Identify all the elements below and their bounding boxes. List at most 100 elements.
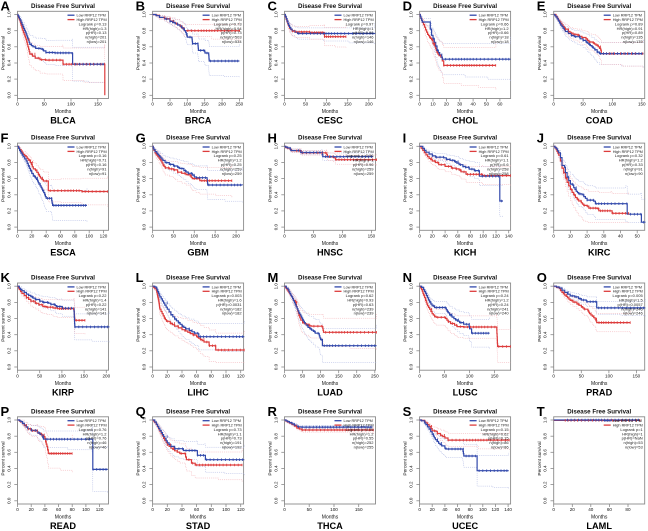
svg-text:Low RRP12 TPM: Low RRP12 TPM bbox=[613, 419, 642, 423]
svg-text:0.8: 0.8 bbox=[142, 299, 147, 306]
svg-text:Logrank p=0.73: Logrank p=0.73 bbox=[214, 427, 243, 432]
svg-text:p(HR)=0.55: p(HR)=0.55 bbox=[353, 436, 375, 441]
svg-text:Disease Free Survival: Disease Free Survival bbox=[298, 3, 362, 10]
svg-text:150: 150 bbox=[344, 102, 352, 107]
svg-text:CHOL: CHOL bbox=[452, 116, 478, 126]
svg-text:J: J bbox=[537, 130, 544, 145]
svg-text:Disease Free Survival: Disease Free Survival bbox=[298, 275, 362, 282]
svg-text:n(low)=86: n(low)=86 bbox=[491, 445, 509, 450]
svg-text:60: 60 bbox=[497, 102, 503, 107]
svg-text:High RRP12 TPM: High RRP12 TPM bbox=[212, 150, 242, 154]
svg-text:n(high)=86: n(high)=86 bbox=[489, 440, 509, 445]
svg-text:0: 0 bbox=[552, 507, 555, 512]
svg-text:0.4: 0.4 bbox=[142, 331, 147, 338]
svg-text:140: 140 bbox=[505, 234, 513, 239]
svg-text:HR(high)=1.2: HR(high)=1.2 bbox=[485, 26, 510, 31]
svg-text:Low RRP12 TPM: Low RRP12 TPM bbox=[77, 14, 106, 18]
svg-text:Logrank p=0.89: Logrank p=0.89 bbox=[615, 21, 644, 26]
svg-text:0.8: 0.8 bbox=[7, 433, 12, 440]
svg-text:Logrank p=0.55: Logrank p=0.55 bbox=[346, 427, 375, 432]
svg-text:0.2: 0.2 bbox=[7, 481, 12, 488]
svg-text:50: 50 bbox=[581, 102, 587, 107]
svg-text:1.0: 1.0 bbox=[142, 416, 147, 423]
svg-text:High RRP12 TPM: High RRP12 TPM bbox=[212, 290, 242, 294]
svg-text:0: 0 bbox=[283, 373, 286, 378]
svg-text:20: 20 bbox=[165, 373, 171, 378]
svg-text:0: 0 bbox=[16, 507, 19, 512]
svg-text:Logrank p=0.61: Logrank p=0.61 bbox=[481, 153, 510, 158]
svg-text:N: N bbox=[403, 270, 412, 285]
svg-text:40: 40 bbox=[179, 373, 185, 378]
svg-text:250: 250 bbox=[236, 102, 244, 107]
svg-text:20: 20 bbox=[585, 234, 591, 239]
svg-text:HR(high)=0.93: HR(high)=0.93 bbox=[347, 298, 374, 303]
svg-text:HR(high)=1.4: HR(high)=1.4 bbox=[83, 298, 108, 303]
svg-text:0.2: 0.2 bbox=[7, 75, 12, 82]
svg-text:0.6: 0.6 bbox=[274, 315, 279, 322]
svg-text:High RRP12 TPM: High RRP12 TPM bbox=[479, 18, 509, 22]
svg-text:Disease Free Survival: Disease Free Survival bbox=[166, 275, 230, 282]
svg-text:High RRP12 TPM: High RRP12 TPM bbox=[77, 150, 107, 154]
svg-text:Logrank p=0.16: Logrank p=0.16 bbox=[79, 153, 108, 158]
svg-text:Disease Free Survival: Disease Free Survival bbox=[567, 408, 631, 415]
svg-text:HR(high)=0.94: HR(high)=0.94 bbox=[215, 26, 242, 31]
svg-text:0.0: 0.0 bbox=[409, 223, 414, 230]
svg-text:HR(high)=1.2: HR(high)=1.2 bbox=[83, 431, 108, 436]
svg-text:0.2: 0.2 bbox=[142, 347, 147, 354]
svg-text:High RRP12 TPM: High RRP12 TPM bbox=[479, 150, 509, 154]
svg-text:0.4: 0.4 bbox=[543, 465, 548, 472]
svg-text:0.0: 0.0 bbox=[543, 92, 548, 99]
svg-text:LUAD: LUAD bbox=[317, 387, 343, 397]
svg-text:High RRP12 TPM: High RRP12 TPM bbox=[344, 424, 374, 428]
svg-text:p(HR)=0.89: p(HR)=0.89 bbox=[622, 30, 644, 35]
svg-text:0.0: 0.0 bbox=[409, 497, 414, 504]
svg-text:40: 40 bbox=[179, 507, 185, 512]
svg-text:Disease Free Survival: Disease Free Survival bbox=[433, 275, 497, 282]
svg-text:Percent survival: Percent survival bbox=[136, 36, 142, 70]
svg-text:120: 120 bbox=[492, 507, 500, 512]
svg-text:0.0: 0.0 bbox=[543, 497, 548, 504]
svg-text:Percent survival: Percent survival bbox=[537, 36, 543, 70]
svg-text:Percent survival: Percent survival bbox=[537, 168, 543, 202]
svg-text:n(low)=258: n(low)=258 bbox=[489, 171, 510, 176]
svg-text:Months: Months bbox=[591, 381, 608, 387]
svg-text:1.0: 1.0 bbox=[142, 283, 147, 290]
svg-text:50: 50 bbox=[307, 507, 313, 512]
svg-text:0: 0 bbox=[16, 234, 19, 239]
svg-text:Low RRP12 TPM: Low RRP12 TPM bbox=[344, 419, 373, 423]
svg-text:n(low)=259: n(low)=259 bbox=[354, 171, 375, 176]
svg-text:Low RRP12 TPM: Low RRP12 TPM bbox=[212, 14, 241, 18]
svg-text:100: 100 bbox=[183, 102, 191, 107]
svg-text:120: 120 bbox=[100, 234, 108, 239]
svg-text:100: 100 bbox=[85, 234, 93, 239]
svg-text:Percent survival: Percent survival bbox=[403, 36, 409, 70]
svg-text:High RRP12 TPM: High RRP12 TPM bbox=[479, 290, 509, 294]
svg-text:200: 200 bbox=[232, 234, 240, 239]
svg-text:Logrank p=0.73: Logrank p=0.73 bbox=[214, 21, 243, 26]
svg-text:0.6: 0.6 bbox=[409, 43, 414, 50]
svg-text:0.4: 0.4 bbox=[142, 191, 147, 198]
svg-text:0: 0 bbox=[418, 373, 421, 378]
svg-text:1.0: 1.0 bbox=[543, 143, 548, 150]
svg-text:G: G bbox=[136, 130, 146, 145]
svg-text:0: 0 bbox=[283, 507, 286, 512]
svg-text:0.4: 0.4 bbox=[274, 191, 279, 198]
svg-text:0.4: 0.4 bbox=[7, 191, 12, 198]
svg-text:Low RRP12 TPM: Low RRP12 TPM bbox=[613, 14, 642, 18]
svg-text:HR(high)=1.3: HR(high)=1.3 bbox=[83, 26, 108, 31]
svg-text:0.8: 0.8 bbox=[409, 27, 414, 34]
svg-text:0: 0 bbox=[16, 373, 19, 378]
svg-text:0.8: 0.8 bbox=[543, 433, 548, 440]
svg-text:20: 20 bbox=[29, 507, 35, 512]
svg-text:60: 60 bbox=[58, 234, 64, 239]
svg-text:p(HR)=0.6: p(HR)=0.6 bbox=[490, 162, 509, 167]
svg-text:0.8: 0.8 bbox=[142, 159, 147, 166]
svg-text:1.0: 1.0 bbox=[543, 11, 548, 18]
svg-text:60: 60 bbox=[607, 507, 613, 512]
svg-text:n(high)=146: n(high)=146 bbox=[352, 35, 374, 40]
svg-text:n(high)=252: n(high)=252 bbox=[352, 440, 374, 445]
svg-text:100: 100 bbox=[67, 102, 75, 107]
svg-text:n(low)=201: n(low)=201 bbox=[87, 39, 108, 44]
svg-text:80: 80 bbox=[468, 507, 474, 512]
svg-text:Low RRP12 TPM: Low RRP12 TPM bbox=[479, 145, 508, 149]
